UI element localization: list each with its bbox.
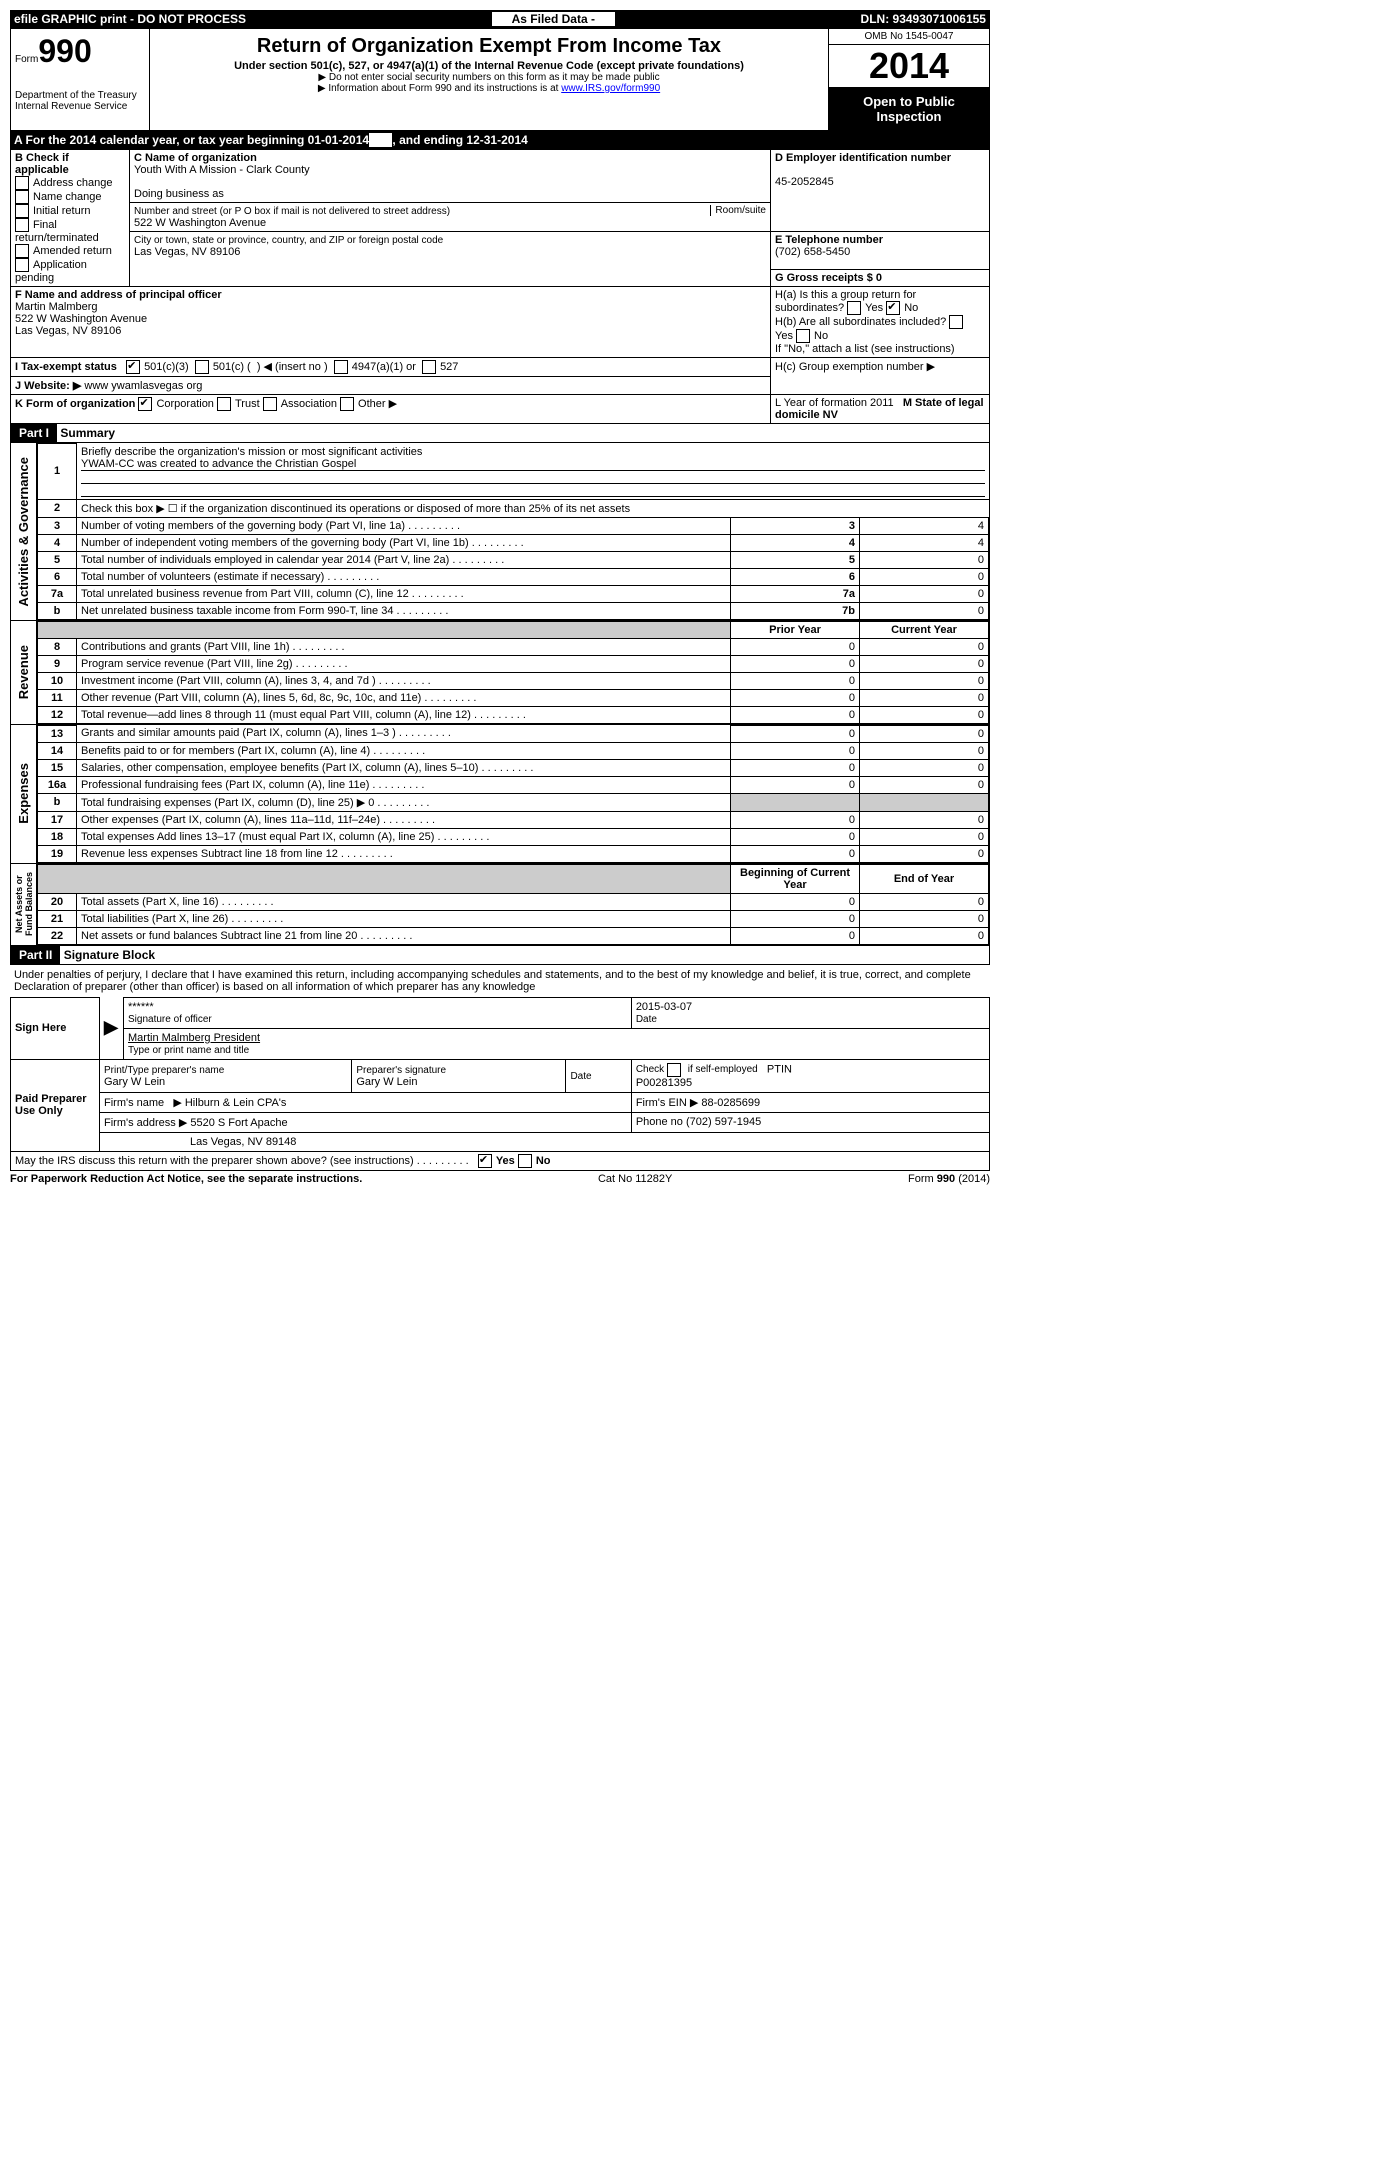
expenses-section: Expenses 13Grants and similar amounts pa… (10, 725, 990, 864)
website-value: www ywamlasvegas org (84, 380, 202, 392)
firm-city: Las Vegas, NV 89148 (190, 1136, 296, 1148)
officer-name: Martin Malmberg (15, 301, 98, 313)
end-header: End of Year (894, 873, 954, 885)
header-table: B Check if applicable Address change Nam… (10, 149, 990, 424)
b-title: B Check if applicable (15, 152, 69, 176)
form-number: 990 (38, 33, 91, 69)
room-label: Room/suite (710, 205, 766, 216)
sig-stars: ****** (128, 1001, 154, 1013)
org-city: Las Vegas, NV 89106 (134, 246, 240, 258)
current-header: Current Year (891, 624, 957, 636)
footer: For Paperwork Reduction Act Notice, see … (10, 1171, 990, 1187)
trust-check[interactable] (217, 397, 231, 411)
ein-value: 45-2052845 (775, 176, 834, 188)
line2-label: Check this box ▶ ☐ if the organization d… (77, 499, 989, 517)
tax-year: 2014 (829, 45, 989, 88)
footer-left: For Paperwork Reduction Act Notice, see … (10, 1173, 362, 1185)
hb-no[interactable] (796, 329, 810, 343)
dln: DLN: 93493071006155 (861, 12, 986, 26)
firm-addr: 5520 S Fort Apache (190, 1117, 287, 1129)
org-name: Youth With A Mission - Clark County (134, 164, 310, 176)
ein-label: D Employer identification number (775, 152, 951, 164)
addr-change-check[interactable] (15, 176, 29, 190)
signature-table: Sign Here ▶ ******Signature of officer 2… (10, 997, 990, 1152)
officer-addr: 522 W Washington Avenue (15, 313, 147, 325)
hc-label: H(c) Group exemption number ▶ (775, 361, 935, 373)
omb-number: OMB No 1545-0047 (829, 29, 989, 45)
l-year: L Year of formation 2011 (775, 397, 894, 409)
h-note: If "No," attach a list (see instructions… (775, 343, 955, 355)
netassets-section: Net Assets orFund Balances Beginning of … (10, 864, 990, 946)
prior-header: Prior Year (769, 624, 821, 636)
perjury-text: Under penalties of perjury, I declare th… (10, 965, 990, 997)
activities-section: Activities & Governance 1 Briefly descri… (10, 443, 990, 621)
ha-yes[interactable] (847, 301, 861, 315)
501c-check[interactable] (195, 360, 209, 374)
name-change-check[interactable] (15, 190, 29, 204)
c-name-label: C Name of organization (134, 152, 257, 164)
prep-name: Gary W Lein (104, 1076, 165, 1088)
website-label: J Website: ▶ (15, 380, 81, 392)
section-a: A For the 2014 calendar year, or tax yea… (10, 131, 990, 149)
note1: ▶ Do not enter social security numbers o… (154, 72, 824, 83)
4947-check[interactable] (334, 360, 348, 374)
note2: ▶ Information about Form 990 and its ins… (318, 83, 561, 94)
discuss-label: May the IRS discuss this return with the… (15, 1155, 414, 1167)
part1-header: Part I (11, 424, 57, 442)
as-filed: As Filed Data - (492, 12, 615, 26)
revenue-section: Revenue Prior YearCurrent Year 8Contribu… (10, 621, 990, 725)
footer-mid: Cat No 11282Y (598, 1173, 672, 1185)
hb-label: H(b) Are all subordinates included? (775, 316, 946, 328)
part2-name: Signature Block (64, 948, 155, 962)
firm-phone: (702) 597-1945 (686, 1116, 761, 1128)
dba-label: Doing business as (134, 188, 224, 200)
firm-ein: 88-0285699 (701, 1097, 760, 1109)
other-check[interactable] (340, 397, 354, 411)
begin-header: Beginning of Current Year (740, 867, 850, 891)
final-check[interactable] (15, 218, 29, 232)
527-check[interactable] (422, 360, 436, 374)
open-public: Open to Public Inspection (829, 88, 989, 130)
paid-preparer: Paid Preparer Use Only (11, 1059, 100, 1151)
assoc-check[interactable] (263, 397, 277, 411)
phone-label: E Telephone number (775, 234, 883, 246)
form-header: Form990 Department of the Treasury Inter… (10, 28, 990, 131)
tax-status: I Tax-exempt status (15, 361, 117, 373)
top-bar: efile GRAPHIC print - DO NOT PROCESS As … (10, 10, 990, 28)
discuss-yes[interactable] (478, 1154, 492, 1168)
city-label: City or town, state or province, country… (134, 235, 443, 246)
part1-name: Summary (60, 426, 115, 440)
form-subtitle: Under section 501(c), 527, or 4947(a)(1)… (154, 60, 824, 72)
mission-text: YWAM-CC was created to advance the Chris… (81, 458, 985, 471)
hb-yes[interactable] (949, 315, 963, 329)
ptin: P00281395 (636, 1077, 692, 1089)
sign-here: Sign Here (11, 997, 100, 1059)
form-label: Form (15, 54, 38, 65)
dept-label: Department of the Treasury Internal Reve… (15, 90, 145, 112)
footer-right: Form 990 (2014) (908, 1173, 990, 1185)
officer-city: Las Vegas, NV 89106 (15, 325, 121, 337)
corp-check[interactable] (138, 397, 152, 411)
sig-date: 2015-03-07 (636, 1001, 692, 1013)
officer-label: F Name and address of principal officer (15, 289, 222, 301)
phone-value: (702) 658-5450 (775, 246, 850, 258)
firm-name: Hilburn & Lein CPA's (185, 1097, 287, 1109)
gross-receipts: G Gross receipts $ 0 (775, 272, 882, 284)
addr-label: Number and street (or P O box if mail is… (134, 206, 450, 217)
irs-link[interactable]: www.IRS.gov/form990 (561, 83, 660, 94)
k-label: K Form of organization (15, 398, 135, 410)
initial-check[interactable] (15, 204, 29, 218)
ha-no[interactable] (886, 301, 900, 315)
pending-check[interactable] (15, 258, 29, 272)
line1-label: Briefly describe the organization's miss… (81, 446, 422, 458)
form-title: Return of Organization Exempt From Incom… (154, 35, 824, 58)
efile-label: efile GRAPHIC print - DO NOT PROCESS (14, 12, 246, 26)
501c3-check[interactable] (126, 360, 140, 374)
org-addr: 522 W Washington Avenue (134, 217, 266, 229)
prep-sig: Gary W Lein (356, 1076, 417, 1088)
part2-header: Part II (11, 946, 60, 964)
officer-sig: Martin Malmberg President (128, 1032, 260, 1044)
discuss-no[interactable] (518, 1154, 532, 1168)
amended-check[interactable] (15, 244, 29, 258)
